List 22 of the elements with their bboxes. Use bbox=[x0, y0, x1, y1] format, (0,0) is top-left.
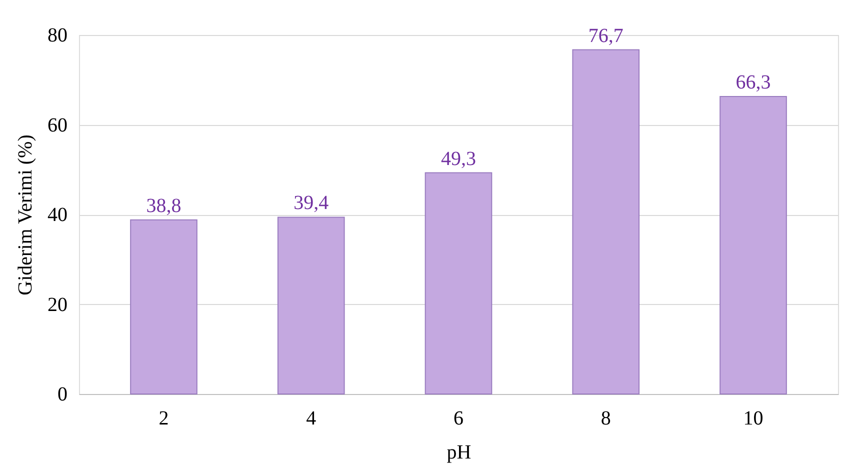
x-axis-title: pH bbox=[446, 442, 472, 464]
x-tick-label: 6 bbox=[454, 408, 464, 430]
y-axis-title: Giderim Verimi (%) bbox=[14, 134, 36, 296]
data-label: 49,3 bbox=[441, 148, 476, 170]
bar bbox=[720, 96, 787, 394]
bar bbox=[572, 49, 640, 394]
y-tick-label: 20 bbox=[48, 294, 68, 316]
bar bbox=[130, 219, 198, 394]
y-tick-label: 40 bbox=[48, 204, 68, 226]
data-label: 38,8 bbox=[146, 194, 182, 217]
x-tick-label: 2 bbox=[158, 408, 169, 430]
data-label: 39,4 bbox=[294, 192, 329, 214]
bar bbox=[424, 172, 492, 394]
y-tick-label: 0 bbox=[58, 384, 68, 406]
y-tick-label: 60 bbox=[48, 114, 68, 136]
x-tick-label: 10 bbox=[743, 408, 764, 430]
x-tick-label: 4 bbox=[306, 408, 316, 430]
bar bbox=[277, 216, 345, 394]
data-label: 76,7 bbox=[588, 24, 624, 47]
data-label: 66,3 bbox=[736, 71, 771, 94]
y-tick-label: 80 bbox=[48, 24, 68, 46]
x-tick-label: 8 bbox=[600, 408, 611, 430]
